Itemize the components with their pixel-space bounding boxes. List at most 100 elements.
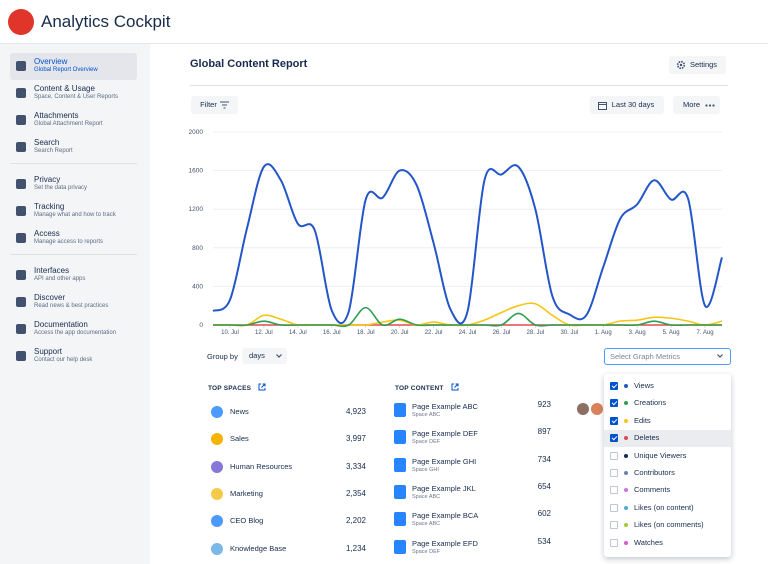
space-icon: [211, 542, 223, 555]
nav-item[interactable]: Access Manage access to reports: [10, 225, 137, 252]
metric-option[interactable]: Views: [604, 378, 731, 395]
more-icon: [705, 104, 715, 107]
nav-item[interactable]: Attachments Global Attachment Report: [10, 107, 137, 134]
space-icon: [211, 460, 223, 473]
page-name[interactable]: Page Example BCA: [412, 511, 479, 521]
nav-icon: [16, 351, 26, 361]
avatar[interactable]: [591, 403, 603, 415]
page-count: 897: [537, 427, 551, 437]
metric-option[interactable]: Comments: [604, 482, 731, 499]
nav-subtitle: Manage access to reports: [34, 239, 104, 245]
nav-icon: [16, 233, 26, 243]
checkbox[interactable]: [610, 451, 618, 460]
metric-option[interactable]: Likes (on content): [604, 500, 731, 517]
nav-title: Overview: [34, 57, 68, 66]
space-count: 2,202: [345, 516, 366, 526]
page-space: Space DEF: [412, 439, 441, 446]
checkbox[interactable]: [610, 538, 618, 547]
metric-option[interactable]: Unique Viewers: [604, 448, 731, 465]
page-icon: [394, 403, 406, 417]
page-name[interactable]: Page Example DEF: [412, 429, 478, 439]
avatar[interactable]: [577, 403, 589, 415]
metric-label: Likes (on comments): [634, 520, 704, 530]
color-dot: [624, 488, 628, 493]
page-count: 923: [537, 400, 551, 409]
metric-option[interactable]: Edits: [604, 413, 731, 430]
nav-item[interactable]: Overview Global Report Overview: [10, 53, 137, 80]
page-icon: [394, 512, 406, 527]
metric-option[interactable]: Watches: [604, 535, 731, 552]
nav-item[interactable]: Privacy Set the data privacy: [10, 171, 137, 198]
more-button[interactable]: More: [673, 96, 720, 114]
space-count: 2,354: [345, 488, 366, 498]
app-logo[interactable]: [8, 9, 34, 35]
metric-option[interactable]: Contributors: [604, 465, 731, 482]
y-tick-label: 800: [192, 245, 203, 252]
settings-button[interactable]: Settings: [669, 56, 726, 74]
checkbox[interactable]: [610, 382, 618, 390]
nav-icon: [16, 270, 26, 280]
page-name[interactable]: Page Example ABC: [412, 402, 478, 411]
metric-option[interactable]: Likes (on comments): [604, 517, 731, 534]
nav-title: Documentation: [34, 320, 88, 329]
nav-item[interactable]: Documentation Access the app documentatio…: [10, 316, 137, 343]
color-dot: [624, 384, 628, 388]
date-range-button[interactable]: Last 30 days: [590, 96, 664, 114]
nav-subtitle: API and other apps: [34, 276, 86, 282]
metric-label: Contributors: [634, 468, 675, 477]
metrics-menu: Views Creations Edits Deletes Unique Viewers…: [604, 374, 731, 557]
nav-item[interactable]: Discover Read news & best practices: [10, 289, 137, 316]
x-tick-label: 3. Aug: [629, 330, 646, 336]
page-name[interactable]: Page Example EFD: [412, 538, 478, 548]
checkbox[interactable]: [610, 469, 618, 477]
metric-label: Likes (on content): [634, 502, 694, 512]
checkbox[interactable]: [610, 399, 618, 408]
external-link-icon[interactable]: [258, 383, 266, 391]
page-name[interactable]: Page Example JKL: [412, 483, 476, 493]
space-count: 3,334: [345, 461, 366, 471]
nav-icon: [16, 115, 26, 125]
space-name[interactable]: Human Resources: [230, 461, 293, 471]
checkbox[interactable]: [610, 521, 618, 530]
x-tick-label: 16. Jul: [323, 330, 341, 336]
nav-icon: [16, 206, 26, 216]
color-dot: [624, 505, 628, 510]
series-line: [212, 163, 723, 325]
checkbox[interactable]: [610, 416, 618, 425]
nav-subtitle: Global Report Overview: [34, 67, 98, 73]
x-tick-label: 30. Jul: [560, 330, 578, 336]
external-link-icon[interactable]: [451, 383, 459, 391]
color-dot: [624, 523, 628, 528]
metrics-placeholder: Select Graph Metrics: [610, 352, 681, 361]
space-name[interactable]: Knowledge Base: [230, 543, 287, 553]
nav-icon: [16, 297, 26, 307]
nav-item[interactable]: Tracking Manage what and how to track: [10, 198, 137, 225]
metric-label: Views: [634, 381, 654, 390]
checkbox[interactable]: [610, 503, 618, 512]
metrics-select[interactable]: Select Graph Metrics: [604, 348, 731, 365]
x-tick-label: 26. Jul: [493, 330, 511, 336]
series-line: [212, 306, 722, 328]
metric-option[interactable]: Creations: [604, 395, 731, 412]
group-by-select[interactable]: days: [242, 348, 287, 364]
space-icon: [211, 515, 223, 528]
nav-item[interactable]: Search Search Report: [10, 134, 137, 161]
checkbox[interactable]: [610, 434, 618, 443]
space-name[interactable]: CEO Blog: [230, 516, 264, 526]
top-content-heading: TOP CONTENT: [395, 385, 444, 392]
metric-option[interactable]: Deletes: [604, 430, 731, 448]
space-name[interactable]: Marketing: [230, 488, 263, 498]
metric-label: Creations: [634, 398, 667, 408]
nav-item[interactable]: Interfaces API and other apps: [10, 262, 137, 289]
space-name[interactable]: News: [230, 407, 249, 416]
page-name[interactable]: Page Example GHI: [412, 456, 477, 466]
filter-button[interactable]: Filter: [191, 96, 238, 114]
x-tick-label: 18. Jul: [357, 330, 375, 336]
page-icon: [394, 484, 406, 499]
nav-item[interactable]: Support Contact our help desk: [10, 343, 137, 370]
checkbox[interactable]: [610, 486, 618, 495]
app-title: Analytics Cockpit: [41, 12, 171, 31]
color-dot: [624, 418, 628, 423]
nav-item[interactable]: Content & Usage Space, Content & User Rep…: [10, 80, 137, 107]
space-name[interactable]: Sales: [230, 434, 249, 444]
